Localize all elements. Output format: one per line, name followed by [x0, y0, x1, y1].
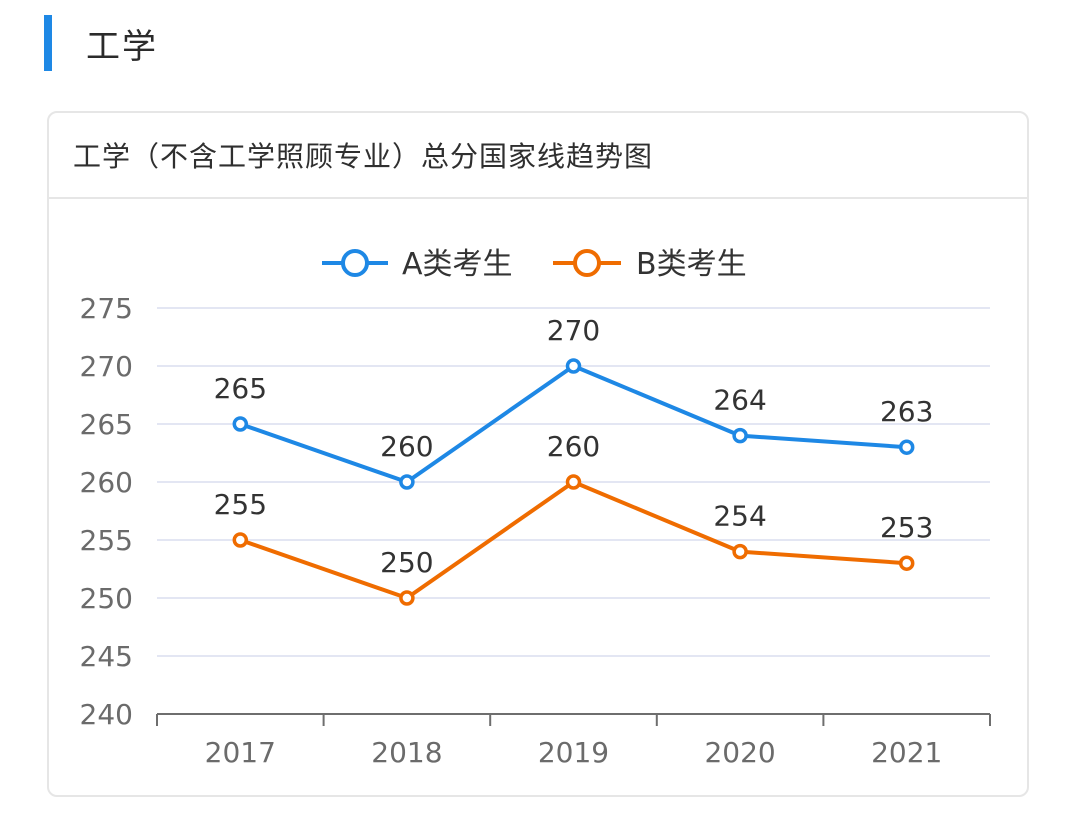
- data-point: [732, 543, 748, 560]
- section-accent-bar: [44, 15, 52, 71]
- y-tick-label: 275: [80, 292, 133, 325]
- axes: 240 245 250 255 260 265 270 275 2017 2018 2019 2020…: [80, 292, 991, 769]
- section-header: 工学: [44, 14, 158, 72]
- data-point: [898, 439, 915, 455]
- x-tick-label: 2018: [371, 736, 442, 769]
- x-tick-label: 2017: [205, 736, 276, 769]
- y-tick-label: 265: [80, 408, 133, 441]
- data-label: 260: [380, 430, 433, 463]
- legend-label: B类考生: [636, 247, 747, 282]
- data-point: [399, 590, 415, 606]
- x-tick-label: 2021: [871, 736, 942, 769]
- data-point: [565, 358, 582, 374]
- y-tick-label: 255: [80, 524, 133, 557]
- data-point: [898, 555, 915, 571]
- legend-label: A类考生: [402, 247, 513, 282]
- data-point: [732, 427, 748, 444]
- series-lines: [232, 358, 915, 606]
- legend[interactable]: A类考生 B类考生: [322, 247, 747, 282]
- chart-card: 工学（不含工学照顾专业）总分国家线趋势图: [47, 111, 1029, 797]
- data-label: 263: [880, 395, 933, 428]
- data-point: [565, 474, 582, 490]
- data-label: 253: [880, 511, 933, 544]
- x-tick-label: 2020: [704, 736, 775, 769]
- data-label: 255: [214, 488, 267, 521]
- y-tick-label: 270: [80, 350, 133, 383]
- legend-circle-marker: [341, 249, 369, 277]
- chart-card-header: 工学（不含工学照顾专业）总分国家线趋势图: [49, 113, 1027, 199]
- section-title: 工学: [86, 26, 158, 67]
- data-label: 270: [547, 314, 600, 347]
- data-label: 250: [380, 546, 433, 579]
- data-point: [399, 474, 415, 490]
- data-label: 265: [214, 372, 267, 405]
- data-label: 264: [713, 384, 766, 417]
- y-tick-label: 260: [80, 466, 133, 499]
- legend-circle-marker: [573, 249, 601, 277]
- y-tick-label: 250: [80, 582, 133, 615]
- legend-item-b[interactable]: B类考生: [553, 247, 747, 282]
- legend-item-a[interactable]: A类考生: [322, 247, 513, 282]
- data-label: 260: [547, 430, 600, 463]
- data-point: [232, 416, 249, 432]
- data-point: [232, 532, 249, 548]
- chart-title: 工学（不含工学照顾专业）总分国家线趋势图: [73, 140, 654, 173]
- x-tick-label: 2019: [538, 736, 609, 769]
- data-labels: 265 260 270 264 263 255 250 260 254 253: [214, 314, 934, 579]
- y-tick-label: 245: [80, 640, 133, 673]
- y-tick-label: 240: [80, 698, 133, 731]
- data-label: 254: [713, 500, 766, 533]
